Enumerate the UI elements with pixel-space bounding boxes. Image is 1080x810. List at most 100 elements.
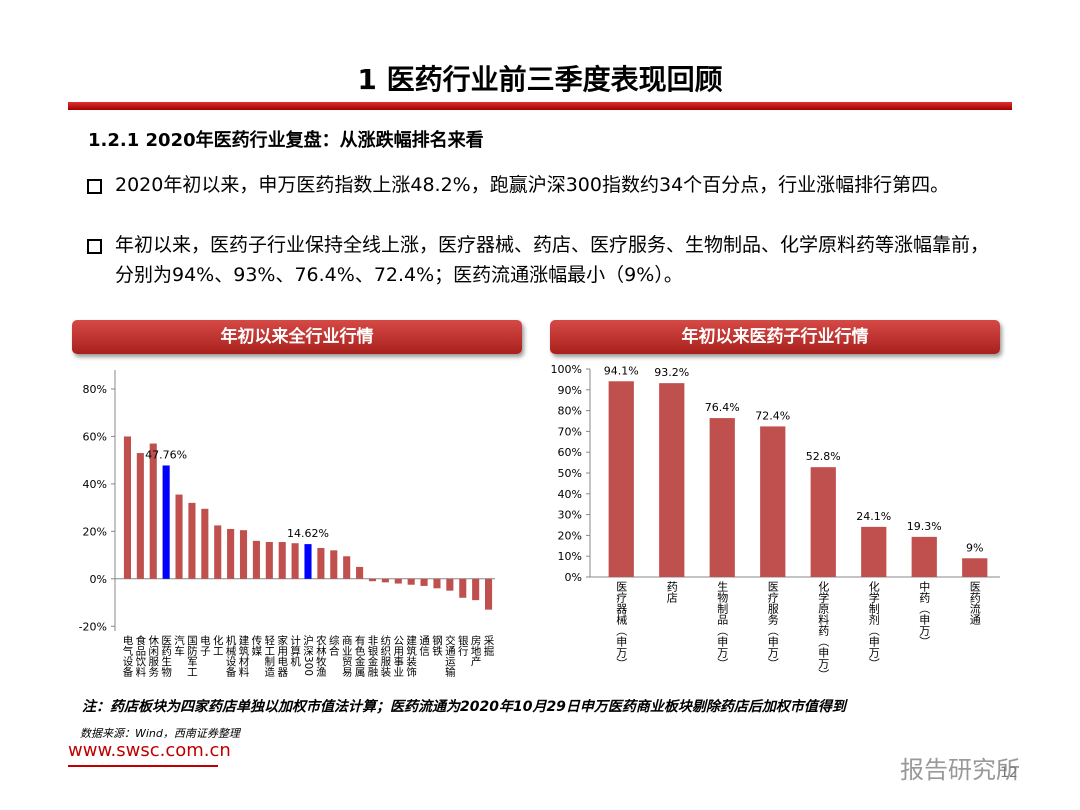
- x-tick-label: 轻工制造: [263, 634, 275, 677]
- bar: [810, 467, 836, 577]
- x-tick-label: 家用电器: [276, 634, 288, 678]
- x-tick-label: 机械设备: [225, 634, 237, 678]
- x-tick-label: 休闲服务: [147, 635, 159, 678]
- bar: [188, 502, 196, 579]
- bar: [394, 578, 402, 584]
- bullet: 2020年初以来，申万医药指数上涨48.2%，跑赢沪深300指数约34个百分点，…: [85, 170, 995, 200]
- y-tick-label: 40%: [558, 488, 582, 501]
- value-label: 14.62%: [287, 527, 329, 540]
- bar: [659, 383, 685, 577]
- bar: [149, 443, 157, 579]
- bar: [381, 578, 389, 583]
- page-number: 12: [1000, 765, 1018, 781]
- bar: [252, 540, 260, 579]
- value-label: 9%: [966, 541, 983, 554]
- value-label: 94.1%: [604, 364, 639, 377]
- y-tick-label: 0%: [565, 571, 582, 584]
- y-tick-label: 60%: [83, 430, 107, 443]
- y-tick-label: 30%: [558, 509, 582, 522]
- website: www.swsc.com.cn: [68, 740, 231, 761]
- website-rule: [68, 765, 218, 767]
- bar: [317, 547, 325, 579]
- y-tick-label: 90%: [558, 384, 582, 397]
- x-tick-label: 商业贸易: [341, 634, 353, 678]
- x-tick-label: 建筑材料: [238, 634, 250, 678]
- bar: [356, 566, 364, 579]
- x-tick-label: 汽车: [173, 634, 185, 657]
- bar: [472, 578, 480, 601]
- bar: [861, 526, 887, 577]
- panel-title: 年初以来医药子行业行情: [550, 320, 1000, 354]
- bar: [123, 436, 131, 579]
- x-tick-label: 公用事业: [392, 635, 404, 677]
- y-tick-label: 80%: [558, 405, 582, 418]
- x-tick-label: 传媒: [250, 635, 262, 657]
- x-tick-label: 国防军工: [186, 635, 198, 677]
- x-tick-label: 纺织服装: [379, 634, 391, 678]
- x-tick-label: 银行: [457, 634, 469, 657]
- bar: [962, 558, 988, 577]
- x-tick-label: 采掘: [483, 635, 495, 657]
- value-label: 72.4%: [755, 409, 790, 422]
- x-tick-label: 非银金融: [366, 635, 378, 678]
- bar: [214, 525, 222, 579]
- y-tick-label: 100%: [551, 363, 582, 376]
- note: 注：药店板块为四家药店单独以加权市值法计算；医药流通为2020年10月29日申万…: [82, 699, 846, 715]
- x-tick-label: 化工: [212, 634, 224, 656]
- slide-title: 1 医药行业前三季度表现回顾: [357, 63, 723, 96]
- y-tick-label: 60%: [558, 446, 582, 459]
- x-tick-label: 计算机: [289, 634, 301, 667]
- x-tick-label: 综合: [328, 634, 340, 657]
- value-label: 19.3%: [907, 520, 942, 533]
- bar: [368, 578, 377, 582]
- bar: [136, 453, 144, 579]
- y-tick-label: 10%: [558, 550, 582, 563]
- title-rule: [68, 102, 1012, 110]
- x-tick-label: 化学制剂（申万）: [867, 580, 880, 669]
- x-tick-label: 房地产: [470, 634, 482, 667]
- bar: [459, 578, 467, 598]
- y-tick-label: 20%: [83, 525, 107, 538]
- bar: [433, 578, 441, 589]
- bar: [304, 544, 312, 579]
- bar: [239, 530, 248, 579]
- bar: [485, 578, 493, 610]
- bar: [911, 536, 937, 577]
- x-tick-label: 药店: [665, 581, 678, 603]
- x-tick-label: 沪深300: [302, 634, 314, 676]
- watermark: 报告研究所: [900, 756, 1020, 784]
- bar: [407, 578, 415, 585]
- bar: [709, 418, 735, 577]
- panel-title: 年初以来全行业行情: [72, 320, 522, 354]
- x-tick-label: 医疗服务（申万）: [766, 581, 779, 669]
- y-tick-label: 50%: [558, 467, 582, 480]
- x-tick-label: 建筑装饰: [405, 634, 417, 678]
- bar: [162, 465, 170, 579]
- x-tick-label: 电气设备: [121, 634, 133, 678]
- source: 数据来源：Wind，西南证券整理: [80, 727, 240, 740]
- y-tick-label: -20%: [79, 620, 107, 633]
- bar: [175, 494, 183, 579]
- value-label: 24.1%: [856, 510, 891, 523]
- x-tick-label: 化学原料药（申万）: [817, 580, 830, 680]
- bar: [227, 528, 235, 579]
- value-label: 47.76%: [145, 448, 187, 461]
- x-tick-label: 电子: [199, 634, 211, 656]
- subtitle: 1.2.1 2020年医药行业复盘：从涨跌幅排名来看: [88, 130, 484, 151]
- bar: [265, 542, 273, 579]
- bar: [201, 508, 209, 579]
- x-tick-label: 中药（申万）: [918, 581, 931, 647]
- value-label: 76.4%: [705, 401, 740, 414]
- bar: [760, 426, 786, 577]
- x-tick-label: 医药生物: [160, 635, 172, 678]
- x-tick-label: 交通运输: [444, 634, 456, 678]
- x-tick-label: 有色金属: [354, 634, 366, 678]
- value-label: 52.8%: [806, 450, 841, 463]
- x-tick-label: 医疗器械（申万）: [615, 581, 628, 669]
- bullet: 年初以来，医药子行业保持全线上涨，医疗器械、药店、医疗服务、生物制品、化学原料药…: [85, 230, 995, 290]
- bar: [420, 578, 428, 586]
- bar: [330, 550, 338, 579]
- y-tick-label: 0%: [90, 573, 107, 586]
